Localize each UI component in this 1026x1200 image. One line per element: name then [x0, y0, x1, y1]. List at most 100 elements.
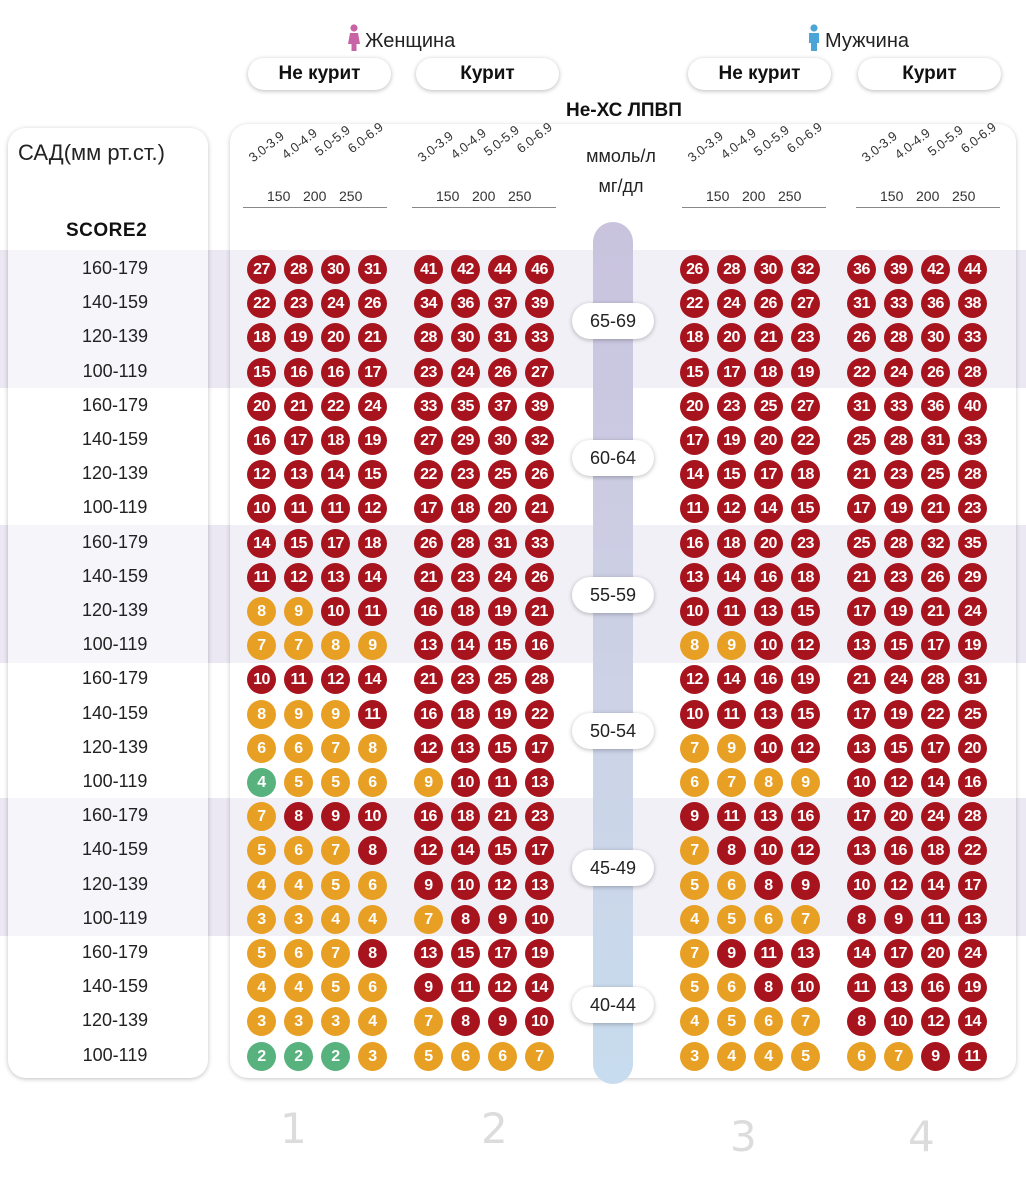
mg-tick: 150 [436, 188, 460, 204]
risk-cell: 15 [488, 836, 517, 866]
risk-cell: 15 [884, 733, 913, 763]
risk-cell: 14 [525, 973, 554, 1003]
risk-cell: 24 [321, 289, 350, 319]
risk-cell: 7 [680, 939, 709, 968]
risk-cell: 18 [247, 323, 276, 353]
risk-cell: 15 [488, 733, 517, 763]
risk-cell: 23 [414, 357, 443, 387]
sbp-label: 120-139 [81, 1010, 149, 1031]
risk-cell: 24 [358, 391, 387, 421]
risk-cell: 17 [847, 699, 876, 729]
sbp-label: 160-179 [81, 258, 149, 278]
risk-cell: 8 [358, 939, 387, 968]
risk-cell: 28 [958, 357, 987, 387]
risk-cell: 16 [247, 426, 276, 455]
risk-cell: 6 [358, 768, 387, 797]
risk-cell: 33 [525, 528, 554, 558]
risk-cell: 10 [525, 904, 554, 934]
risk-cell: 7 [525, 1041, 554, 1071]
nonhdl-title: Не-ХС ЛПВП [566, 100, 682, 121]
risk-cell: 5 [247, 836, 276, 866]
mg-tick: 150 [706, 188, 730, 204]
risk-cell: 11 [717, 597, 746, 626]
risk-cell: 15 [247, 357, 276, 387]
risk-cell: 44 [958, 255, 987, 284]
risk-cell: 17 [284, 426, 313, 455]
sbp-label: 140-159 [81, 565, 149, 586]
risk-cell: 17 [754, 460, 783, 490]
risk-cell: 13 [847, 733, 876, 763]
risk-cell: 13 [414, 939, 443, 968]
risk-cell: 10 [451, 870, 480, 900]
risk-cell: 26 [525, 562, 554, 592]
risk-cell: 13 [847, 631, 876, 661]
risk-cell: 14 [847, 939, 876, 968]
risk-cell: 17 [680, 426, 709, 455]
risk-cell: 30 [754, 255, 783, 284]
risk-cell: 6 [358, 870, 387, 900]
risk-cell: 17 [525, 836, 554, 866]
risk-cell: 21 [754, 323, 783, 353]
risk-cell: 28 [451, 528, 480, 558]
risk-cell: 31 [847, 391, 876, 421]
risk-cell: 37 [488, 289, 517, 319]
risk-cell: 15 [451, 939, 480, 968]
risk-cell: 10 [321, 597, 350, 626]
risk-cell: 7 [321, 836, 350, 866]
risk-cell: 15 [358, 460, 387, 490]
risk-cell: 10 [847, 768, 876, 797]
risk-cell: 21 [525, 494, 554, 524]
risk-cell: 36 [921, 289, 950, 319]
sbp-label: 160-179 [81, 394, 149, 415]
risk-cell: 41 [414, 255, 443, 284]
risk-cell: 6 [717, 870, 746, 900]
risk-cell: 23 [884, 562, 913, 592]
risk-cell: 3 [284, 1007, 313, 1037]
risk-cell: 4 [680, 1007, 709, 1037]
risk-cell: 12 [488, 870, 517, 900]
risk-cell: 19 [488, 597, 517, 626]
male-header: Мужчина [806, 24, 909, 58]
risk-cell: 31 [488, 323, 517, 353]
sbp-label: 140-159 [81, 839, 149, 860]
risk-cell: 12 [284, 562, 313, 592]
risk-cell: 12 [358, 494, 387, 524]
risk-cell: 13 [414, 631, 443, 661]
risk-cell: 5 [284, 768, 313, 797]
risk-cell: 8 [717, 836, 746, 866]
risk-cell: 11 [754, 939, 783, 968]
risk-cell: 23 [791, 528, 820, 558]
risk-cell: 7 [321, 733, 350, 763]
risk-cell: 9 [717, 733, 746, 763]
mg-tick: 250 [339, 188, 363, 204]
sbp-label: 140-159 [81, 702, 149, 723]
risk-cell: 24 [958, 939, 987, 968]
risk-cell: 27 [791, 391, 820, 421]
sbp-panel [8, 128, 208, 1078]
risk-cell: 19 [358, 426, 387, 455]
risk-cell: 18 [451, 494, 480, 524]
risk-cell: 25 [921, 460, 950, 490]
risk-cell: 14 [321, 460, 350, 490]
mg-tick: 150 [267, 188, 291, 204]
risk-cell: 2 [284, 1041, 313, 1071]
risk-cell: 9 [414, 973, 443, 1003]
risk-cell: 21 [847, 460, 876, 490]
risk-cell: 14 [717, 665, 746, 695]
risk-cell: 7 [321, 939, 350, 968]
risk-cell: 23 [717, 391, 746, 421]
risk-cell: 8 [247, 699, 276, 729]
risk-cell: 37 [488, 391, 517, 421]
risk-cell: 8 [680, 631, 709, 661]
risk-cell: 28 [414, 323, 443, 353]
risk-cell: 22 [680, 289, 709, 319]
risk-cell: 36 [921, 391, 950, 421]
risk-cell: 20 [754, 528, 783, 558]
risk-cell: 14 [958, 1007, 987, 1037]
risk-cell: 25 [488, 665, 517, 695]
sbp-label: 100-119 [82, 360, 148, 381]
risk-cell: 9 [321, 699, 350, 729]
risk-cell: 28 [921, 665, 950, 695]
risk-cell: 20 [754, 426, 783, 455]
